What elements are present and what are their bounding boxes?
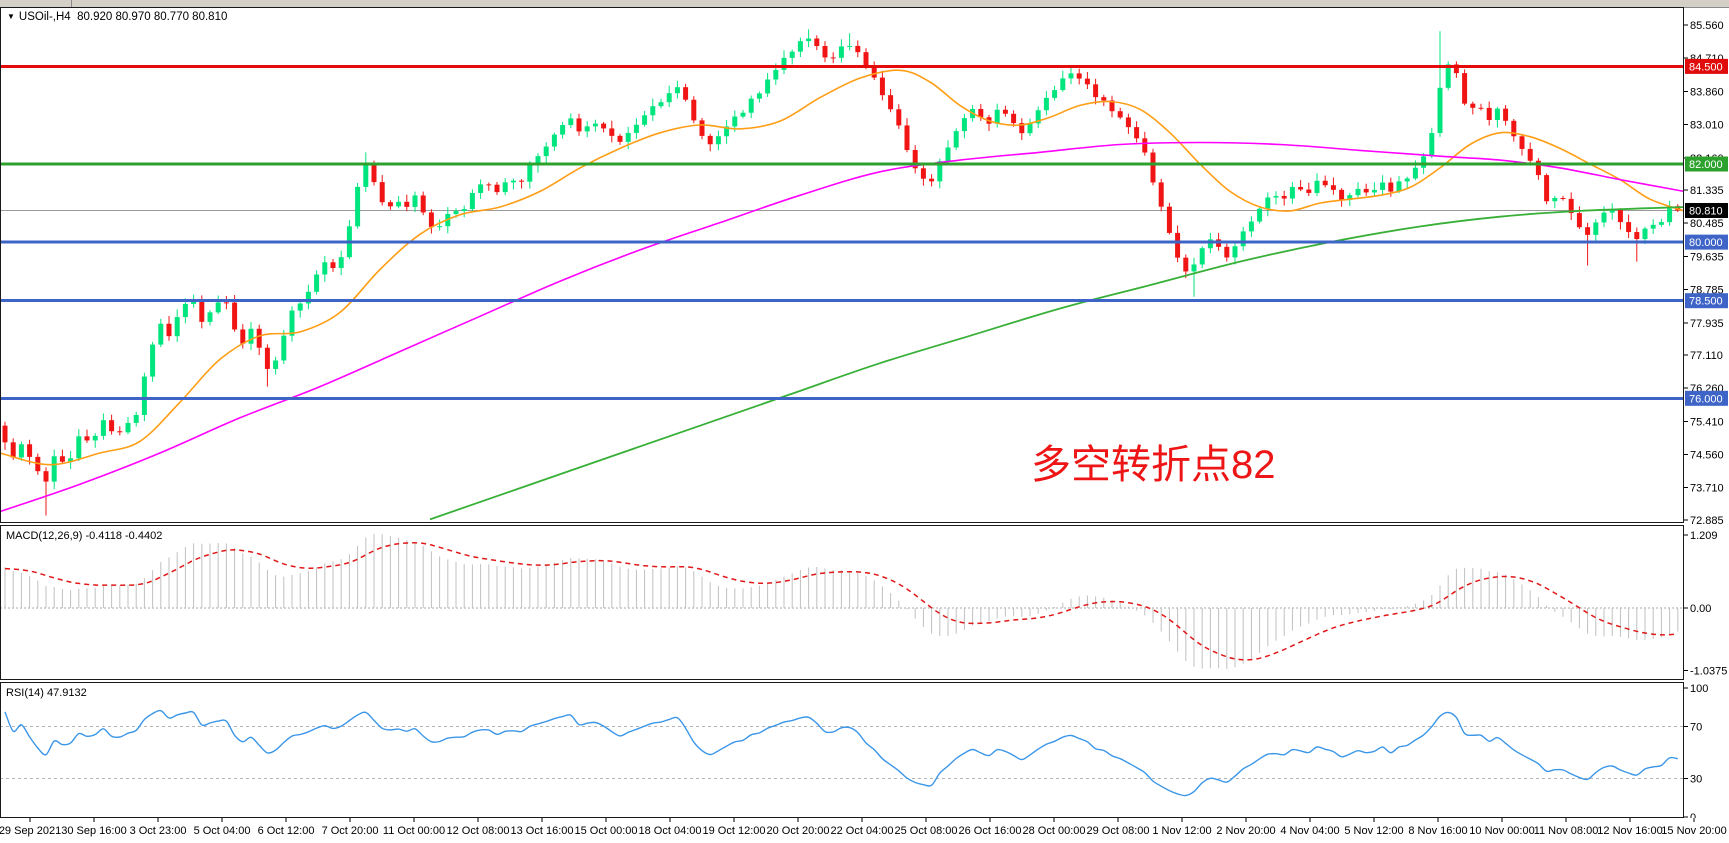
price-level-badge-label: 80.810 [1689,205,1723,217]
price-level-badge-label: 82.000 [1689,159,1723,171]
date-axis-label: 25 Oct 08:00 [895,825,958,837]
rsi-indicator-label: RSI(14) 47.9132 [6,687,87,699]
price-axis-label: 85.560 [1690,20,1724,32]
date-axis-label: 18 Oct 04:00 [639,825,702,837]
date-axis-label: 28 Oct 00:00 [1023,825,1086,837]
date-axis-label: 11 Oct 00:00 [383,825,445,837]
date-axis-label: 15 Oct 00:00 [575,825,638,837]
chart-title: ▼ USOil-,H4 80.920 80.970 80.770 80.810 [7,11,227,23]
symbol-period-label: USOil-,H4 [18,11,71,23]
macd-axis-label: -1.0375 [1690,666,1727,678]
macd-axis-label: 0.00 [1690,603,1711,615]
date-axis-label: 8 Nov 16:00 [1408,825,1467,837]
macd-signal-line [4,542,1678,661]
macd-indicator-label: MACD(12,26,9) -0.4118 -0.4402 [6,530,163,542]
date-axis-label: 29 Sep 2021 [0,825,61,837]
price-chart-canvas[interactable] [0,7,1684,523]
date-axis-label: 12 Oct 08:00 [447,825,510,837]
price-level-badge-label: 78.500 [1689,296,1723,308]
price-axis-label: 79.635 [1690,251,1724,263]
date-axis-label: 22 Oct 04:00 [831,825,894,837]
price-axis-label: 75.410 [1690,416,1724,428]
price-level-badge [1685,293,1728,309]
date-axis-label: 7 Oct 20:00 [322,825,379,837]
topbar-divider [71,0,72,7]
price-level-badge [1685,390,1728,406]
rsi-panel-canvas[interactable] [0,682,1684,818]
rsi-axis-label: 100 [1690,683,1708,695]
price-axis[interactable]: 85.56084.71083.86083.01082.16081.33580.4… [1684,0,1729,843]
price-level-badge [1685,156,1728,172]
date-axis-label: 29 Oct 08:00 [1087,825,1150,837]
date-axis[interactable]: 29 Sep 2021 30 Sep 16:00 3 Oct 23:00 5 Oct … [0,818,1729,843]
date-axis-label: 19 Oct 12:00 [703,825,766,837]
date-axis-label: 11 Nov 08:00 [1534,825,1599,837]
price-axis-label: 81.335 [1690,185,1724,197]
date-axis-label: 20 Oct 20:00 [767,825,830,837]
price-level-badge [1685,202,1728,218]
ma-slow-green [429,206,1684,521]
rsi-axis-label: 70 [1690,722,1702,734]
date-axis-label: 10 Nov 00:00 [1469,825,1534,837]
price-axis-label: 83.010 [1690,120,1724,132]
price-level-badge-label: 84.500 [1689,61,1723,73]
date-axis-label: 4 Nov 04:00 [1280,825,1339,837]
price-axis-label: 72.885 [1690,515,1724,527]
macd-axis-label: 1.209 [1690,530,1718,542]
price-axis-label: 74.560 [1690,450,1724,462]
price-level-badge-label: 76.000 [1689,393,1723,405]
price-level-badge [1685,234,1728,250]
ma-mid-magenta [0,141,1684,513]
chart-annotation-text: 多空转折点82 [1031,443,1276,487]
date-axis-label: 30 Sep 16:00 [61,825,126,837]
price-level-badge-label: 80.000 [1689,237,1723,249]
symbol-dropdown-icon[interactable]: ▼ [7,12,15,21]
date-axis-label: 15 Nov 20:00 [1661,825,1726,837]
date-axis-label: 1 Nov 12:00 [1152,825,1211,837]
rsi-line [4,709,1678,797]
date-axis-label: 5 Nov 12:00 [1344,825,1403,837]
price-level-badge [1685,58,1728,74]
price-axis-label: 83.860 [1690,86,1724,98]
date-axis-label: 13 Oct 16:00 [511,825,574,837]
date-axis-label: 5 Oct 04:00 [194,825,251,837]
macd-panel-canvas[interactable] [0,525,1684,680]
ma-fast-orange [0,69,1684,466]
date-axis-label: 26 Oct 16:00 [959,825,1022,837]
date-axis-label: 3 Oct 23:00 [130,825,187,837]
price-axis-label: 80.485 [1690,218,1724,230]
ohlc-values: 80.920 80.970 80.770 80.810 [77,11,228,23]
date-axis-label: 6 Oct 12:00 [258,825,315,837]
price-axis-label: 73.710 [1690,483,1724,495]
price-axis-label: 77.935 [1690,318,1724,330]
rsi-axis-label: 30 [1690,773,1702,785]
date-axis-label: 12 Nov 16:00 [1597,825,1662,837]
date-axis-label: 2 Nov 20:00 [1216,825,1275,837]
price-axis-label: 77.110 [1690,350,1723,362]
